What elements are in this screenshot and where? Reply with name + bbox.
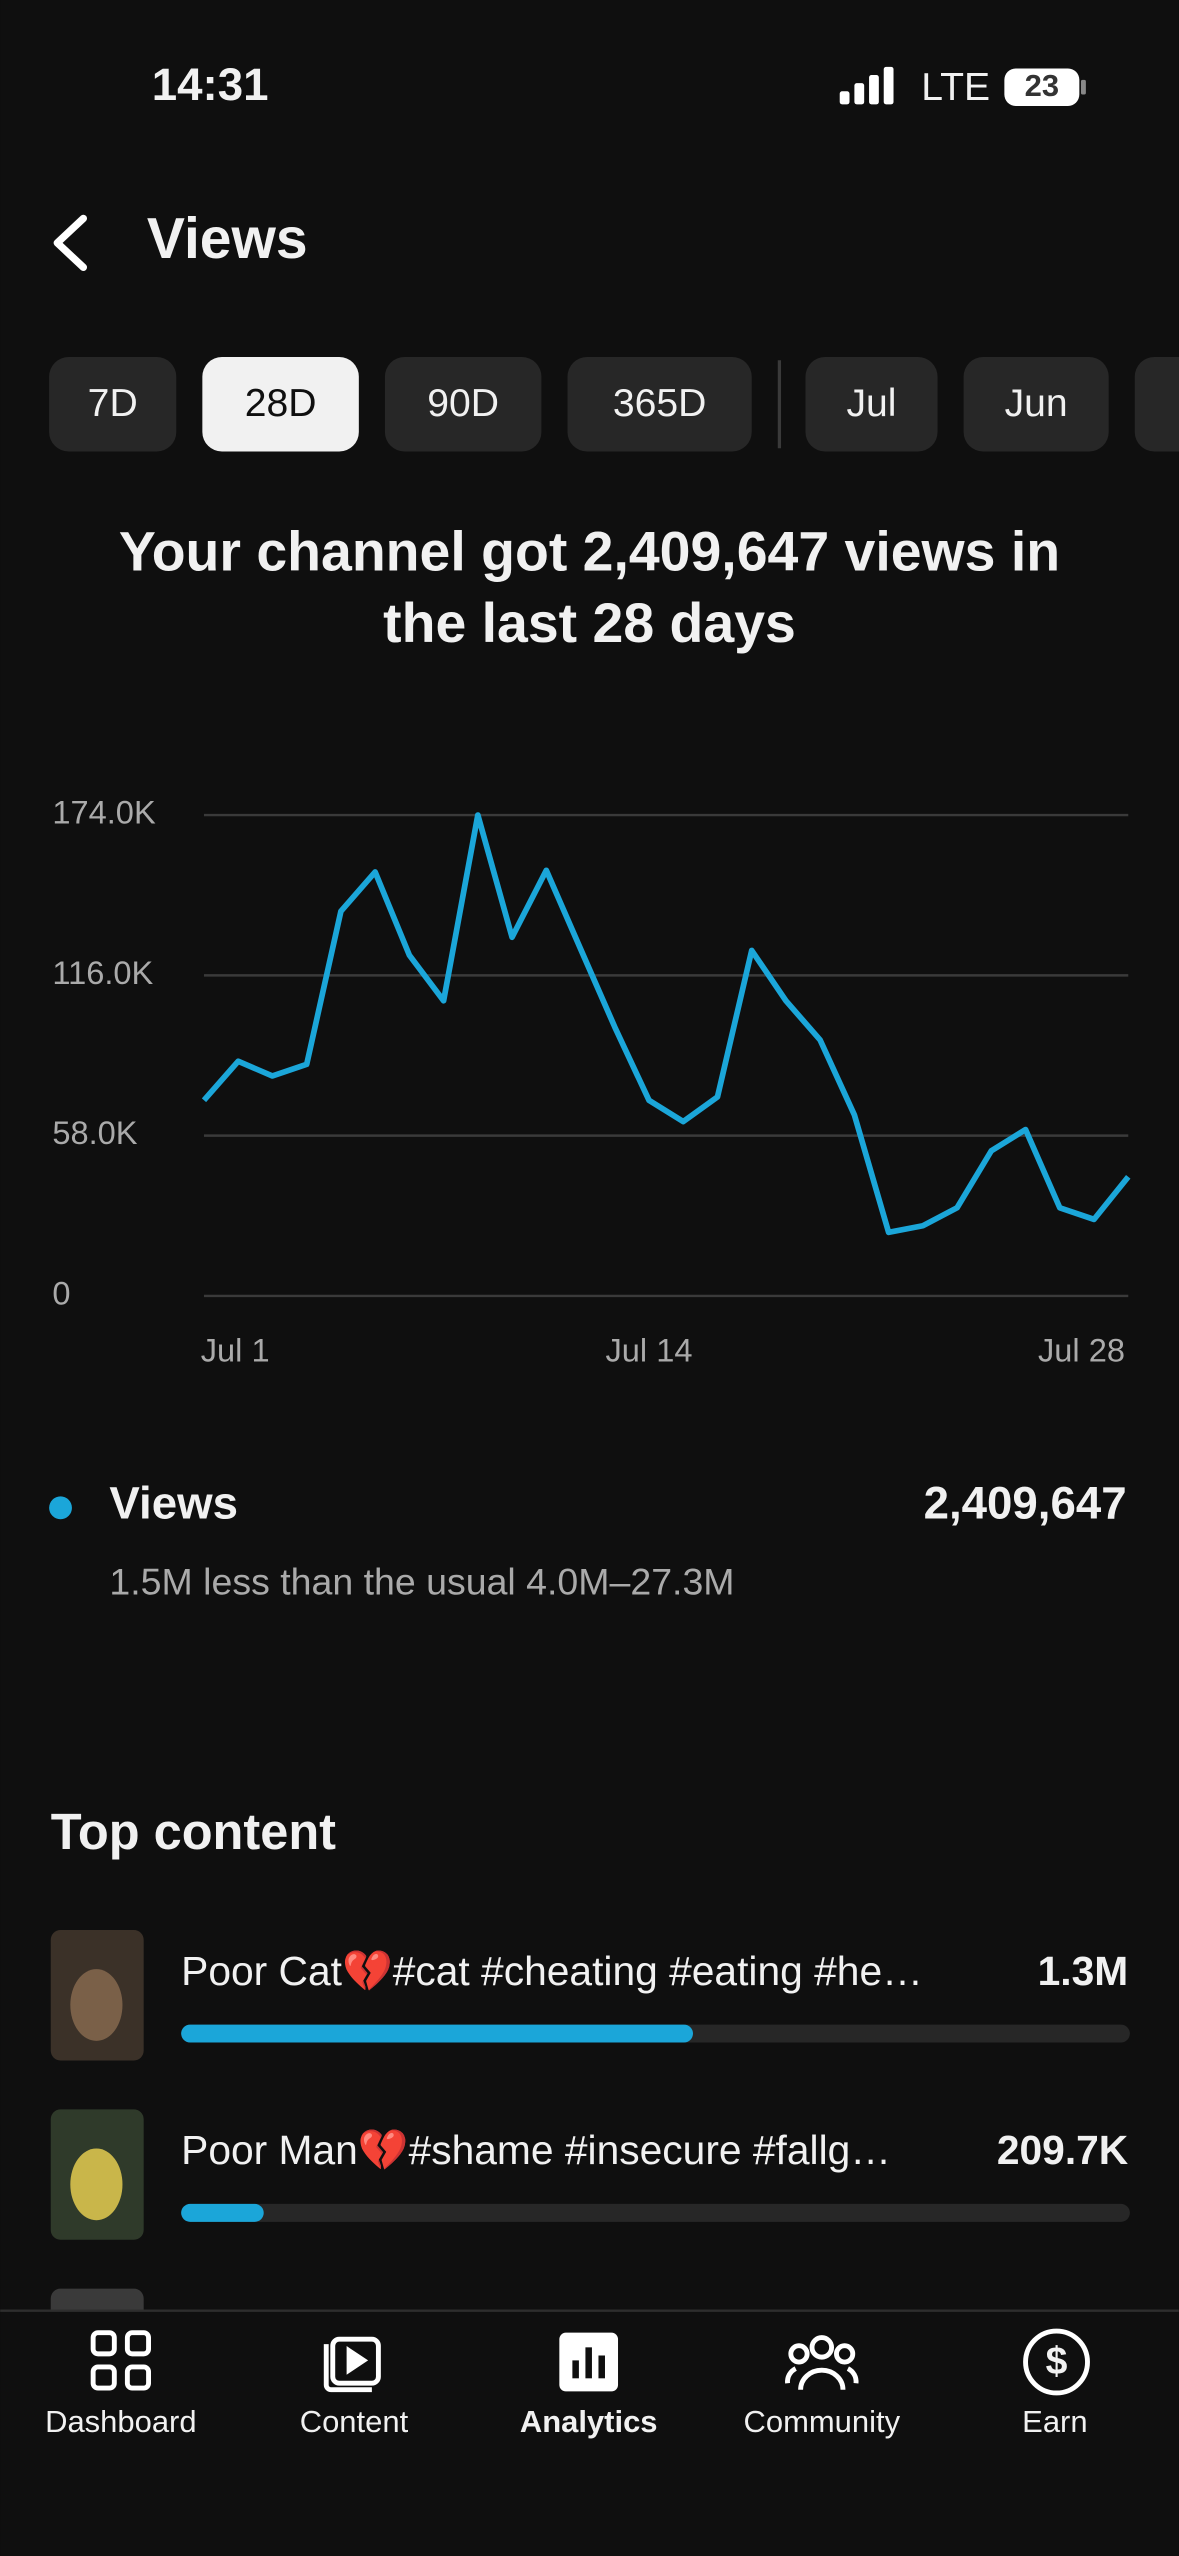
nav-labels: Dashboard Content Analytics Community Earn [45,2404,1088,2439]
nav-label[interactable]: Earn [1022,2404,1087,2439]
nav-icons [90,2328,1090,2396]
battery-cap [1080,79,1086,95]
tab[interactable] [384,356,542,452]
legend-label: Views [109,1477,238,1528]
content-title[interactable]: Poor Man💔#shame #insecure #fallg… [181,2127,891,2173]
content-views: 209.7K [997,2127,1129,2173]
progress-bar [181,2024,693,2043]
tab[interactable] [963,356,1109,452]
top-content-list: Poor Cat💔#cat #cheating #eating #he… 1.3M… [50,1930,1130,2240]
analytics-icon-bars [572,2347,605,2379]
y-tick-label: 0 [52,1275,70,1312]
y-tick-label: 174.0K [52,794,156,831]
x-tick-label: Jul 28 [1038,1332,1125,1369]
thumbnail-subject [70,1969,123,2041]
progress-bar [181,2203,264,2222]
tab[interactable] [202,356,359,452]
thumbnail-subject [70,2148,123,2221]
progress-track [181,2203,1130,2222]
tab-label: 7D [88,382,138,425]
tab[interactable] [49,356,177,452]
section-title: Top content [51,1803,336,1860]
views-note: 1.5M less than the usual 4.0M–27.3M [109,1560,734,1602]
back-button[interactable] [53,214,88,272]
x-tick-label: Jul 1 [201,1332,270,1369]
nav-label[interactable]: Community [743,2404,900,2439]
y-tick-label: 58.0K [52,1114,137,1151]
status-network: LTE [921,66,990,109]
x-tick-label: Jul 14 [606,1332,693,1369]
page-title: Views [147,207,308,271]
tab[interactable] [805,356,938,452]
headline: the last 28 days [383,592,796,654]
content-title[interactable]: Poor Cat💔#cat #cheating #eating #he… [181,1948,923,1994]
earn-icon-symbol: $ [1046,2340,1068,2383]
series-line [201,812,1131,1236]
tab-partial[interactable] [1134,356,1179,452]
chart: 0 58.0K 116.0K 174.0K Jul 1 Jul 14 Jul 28 [52,794,1131,1369]
legend-marker [49,1496,72,1520]
tab-label: Jul [847,382,897,425]
y-tick-label: 116.0K [52,954,153,991]
nav-label[interactable]: Analytics [520,2404,658,2439]
battery-level: 23 [1025,68,1059,103]
nav-label[interactable]: Content [300,2404,409,2439]
tab-label: 28D [245,382,317,425]
battery-icon [1004,68,1080,106]
signal-icon [839,66,894,105]
status-time: 14:31 [152,59,269,110]
tab-label: 90D [427,382,499,425]
headline: Your channel got 2,409,647 views in [119,521,1060,583]
nav-label[interactable]: Dashboard [45,2404,197,2439]
total-views: 2,409,647 [924,1477,1127,1528]
content-views: 1.3M [1038,1948,1129,1994]
tabs: 7D 28D 90D 365D Jul Jun [49,356,1109,452]
tab-label: 365D [613,382,707,425]
tab-label: Jun [1005,382,1068,425]
tab[interactable] [567,356,752,452]
